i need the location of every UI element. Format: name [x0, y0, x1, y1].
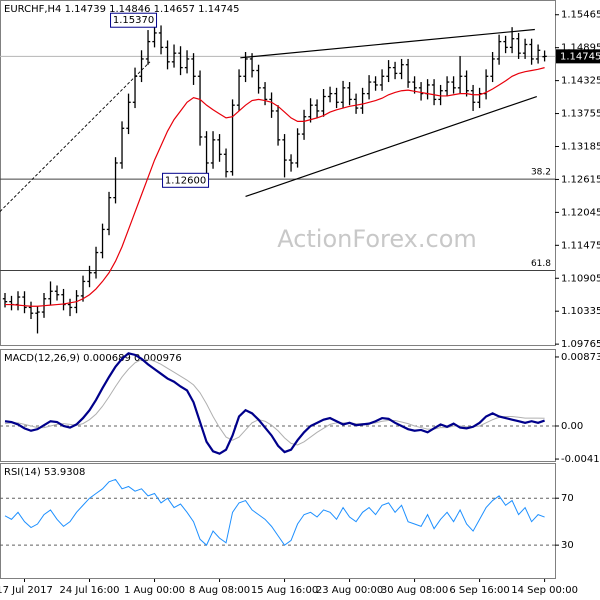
panel-title: RSI(14) 53.9308	[4, 467, 85, 478]
y-tick-label: 30	[561, 540, 574, 551]
y-tick-label: 70	[561, 493, 574, 504]
x-tick-label: 30 Aug 08:00	[381, 585, 448, 596]
y-tick-label: 1.15465	[561, 10, 600, 21]
y-tick-label: 1.13755	[561, 109, 600, 120]
watermark: ActionForex.com	[277, 225, 477, 253]
x-tick-label: 1 Aug 00:00	[124, 585, 185, 596]
y-tick-label: 1.14895	[561, 43, 600, 54]
x-tick-label: 24 Jul 16:00	[60, 585, 120, 596]
x-tick-label: 17 Jul 2017	[0, 585, 53, 596]
panel-title: EURCHF,H4 1.14739 1.14846 1.14657 1.1474…	[4, 4, 240, 15]
level-label: 61.8	[531, 259, 551, 269]
series-line	[4, 478, 545, 546]
y-tick-label: 1.14325	[561, 76, 600, 87]
last-price-box	[556, 49, 600, 64]
panel-frame	[0, 463, 556, 579]
y-tick-label: 1.10335	[561, 306, 600, 317]
x-tick-label: 15 Aug 16:00	[251, 585, 318, 596]
series-line	[4, 359, 545, 446]
panel-frame	[0, 0, 556, 346]
y-tick-label: 1.12045	[561, 207, 600, 218]
trendline	[245, 95, 537, 198]
y-tick-label: 1.12615	[561, 174, 600, 185]
price-label-box	[162, 172, 210, 188]
y-tick-label: 0.00	[561, 421, 583, 432]
y-tick-label: 1.13185	[561, 141, 600, 152]
series-line	[4, 352, 545, 455]
trendline	[240, 28, 535, 59]
price-label: 1.12600	[165, 175, 206, 186]
last-price-label: 1.14745	[560, 51, 600, 62]
panel-title: MACD(12,26,9) 0.000689 0.000976	[4, 353, 182, 364]
price-label-box	[110, 12, 158, 28]
y-tick-label: -0.004184	[561, 454, 600, 465]
trendline	[0, 61, 151, 212]
moving-average	[5, 67, 545, 307]
x-tick-label: 8 Aug 08:00	[189, 585, 250, 596]
x-tick-label: 6 Sep 16:00	[449, 585, 509, 596]
y-tick-label: 1.11475	[561, 240, 600, 251]
x-tick-label: 23 Aug 00:00	[316, 585, 383, 596]
y-tick-label: 1.10905	[561, 273, 600, 284]
y-tick-label: 1.09765	[561, 339, 600, 350]
x-tick-label: 14 Sep 00:00	[511, 585, 578, 596]
panel-frame	[0, 349, 556, 462]
y-tick-label: 0.008732	[561, 352, 600, 363]
price-label: 1.15370	[113, 15, 154, 26]
level-label: 38.2	[531, 168, 551, 178]
